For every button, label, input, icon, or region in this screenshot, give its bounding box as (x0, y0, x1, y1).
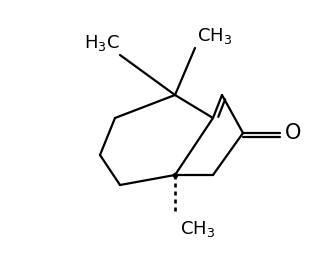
Text: O: O (285, 123, 301, 143)
Text: $\mathdefault{CH_3}$: $\mathdefault{CH_3}$ (180, 219, 215, 239)
Text: $\mathdefault{CH_3}$: $\mathdefault{CH_3}$ (197, 26, 232, 46)
Text: $\mathdefault{H_3C}$: $\mathdefault{H_3C}$ (84, 33, 120, 53)
